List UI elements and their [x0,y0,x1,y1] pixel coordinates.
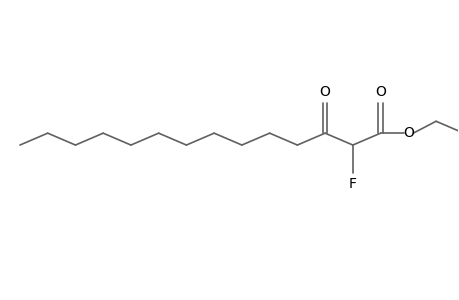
Text: F: F [348,177,356,191]
Text: O: O [402,126,413,140]
Text: O: O [375,85,385,100]
Text: O: O [319,85,330,100]
